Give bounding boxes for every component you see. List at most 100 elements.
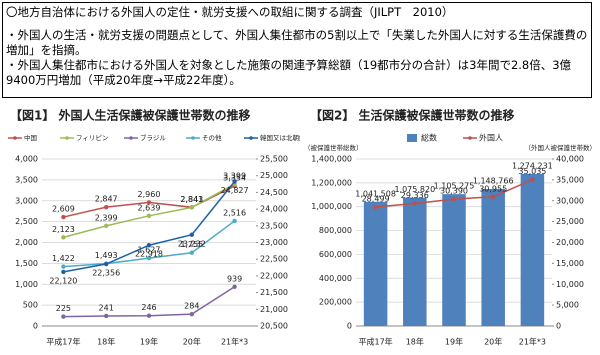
point xyxy=(104,261,109,267)
x-tick-label: 19年 xyxy=(140,337,158,347)
data-label: 284 xyxy=(184,302,199,311)
y-tick-label: 1,200,000 xyxy=(311,178,352,187)
chart-title: 【図1】 外国人生活保護被保護世帯数の推移 xyxy=(10,108,251,123)
data-label: 3,399 xyxy=(223,172,246,181)
header-title: 〇地方自治体における外国人の定住・就労支援への取組に関する調査（JILPT 20… xyxy=(6,5,454,19)
y-tick-label: 500 xyxy=(23,301,38,310)
bar xyxy=(520,174,545,326)
data-label: 939 xyxy=(227,274,242,283)
legend-marker xyxy=(129,136,133,140)
legend-label: 外国人 xyxy=(479,133,503,143)
y-tick-label: 3,000 xyxy=(15,196,38,205)
point xyxy=(146,255,152,261)
y-tick-label: 1,400,000 xyxy=(311,155,352,164)
data-label: 1,041,508 xyxy=(355,189,396,198)
point xyxy=(61,314,66,319)
y-tick-label: 1,000,000 xyxy=(311,202,352,211)
data-label: 30,390 xyxy=(440,187,468,196)
data-label: 2,399 xyxy=(95,213,118,222)
data-label: 1,274,231 xyxy=(512,162,553,171)
data-label: 1,755 xyxy=(180,240,203,249)
x-tick-label: 21年*3 xyxy=(519,337,546,347)
x-tick-label: 19年 xyxy=(445,337,463,347)
legend-marker xyxy=(191,136,195,140)
data-label: 28,499 xyxy=(362,195,390,204)
legend-swatch xyxy=(407,134,417,142)
point xyxy=(530,177,535,182)
legend-label: ブラジル xyxy=(140,133,166,142)
y2-tick-label: 23,500 xyxy=(260,221,288,230)
bullet: ・外国人の生活・就労支援の問題点として、外国人集住都市の5割以上で「失業した外国… xyxy=(6,28,588,57)
point xyxy=(189,311,194,317)
y-tick-label: 1,000 xyxy=(15,280,38,289)
y2-tick-label: 24,500 xyxy=(260,188,288,197)
point xyxy=(104,223,109,229)
header-box: 〇地方自治体における外国人の定住・就労支援への取組に関する調査（JILPT 20… xyxy=(2,2,592,98)
data-label: 2,123 xyxy=(52,225,75,234)
legend-marker xyxy=(249,136,253,140)
point xyxy=(104,204,109,210)
y2-tick-label: 23,000 xyxy=(260,238,288,247)
data-label: 2,516 xyxy=(223,208,246,217)
chart: 【図1】 外国人生活保護被保護世帯数の推移 0 500 1,000 1,500 2,000… xyxy=(8,108,300,347)
legend-label: 総数 xyxy=(421,133,437,143)
data-label: 1,422 xyxy=(52,254,75,263)
x-tick-label: 平成17年 xyxy=(359,337,393,347)
data-label: 2,960 xyxy=(138,190,161,199)
y2-tick-label: 35,000 xyxy=(556,175,584,184)
y2-tick-label: 25,500 xyxy=(260,155,288,164)
data-label: 1,105,275 xyxy=(434,182,475,191)
bullet: ・外国人集住都市における外国人を対象とした施策の関連予算総額（19都市分の合計）… xyxy=(6,58,572,87)
y-tick-label: 0 xyxy=(347,322,352,331)
point xyxy=(232,179,237,184)
point xyxy=(189,205,194,210)
y-tick-label: 4,000 xyxy=(15,155,38,164)
y2-tick-label: 25,000 xyxy=(260,171,288,180)
y-tick-label: 0 xyxy=(33,322,38,331)
legend-label: 韓国又は北朝鮮（右軸） xyxy=(260,133,300,142)
y2-tick-label: 22,500 xyxy=(260,255,288,264)
data-label: 1,148,766 xyxy=(473,176,514,185)
bar xyxy=(363,201,388,326)
point xyxy=(373,204,378,210)
data-label: 241 xyxy=(99,303,114,312)
point xyxy=(61,269,66,275)
point xyxy=(61,235,66,240)
point xyxy=(61,214,66,220)
y-tick-label: 200,000 xyxy=(319,298,352,307)
data-label: 29,336 xyxy=(401,191,429,200)
y-axis-title: （被保護世帯総数） xyxy=(304,143,363,152)
y2-tick-label: 10,000 xyxy=(556,280,584,289)
y-tick-label: 2,000 xyxy=(15,238,38,247)
y2-tick-label: 20,000 xyxy=(556,238,584,247)
bar xyxy=(403,197,427,326)
data-label: 2,639 xyxy=(138,203,161,212)
point xyxy=(146,243,152,248)
y2-tick-label: 21,000 xyxy=(260,305,288,314)
y-tick-label: 2,500 xyxy=(15,217,38,226)
point xyxy=(104,313,109,319)
y-tick-label: 800,000 xyxy=(319,226,352,235)
y2-tick-label: 15,000 xyxy=(556,259,584,268)
data-label: 2,609 xyxy=(52,205,75,214)
x-tick-label: 21年*3 xyxy=(221,337,248,347)
data-label: 35,035 xyxy=(518,167,546,176)
x-tick-label: 平成17年 xyxy=(46,337,80,347)
y2-tick-label: 24,000 xyxy=(260,205,288,214)
bar xyxy=(442,194,466,326)
y2-tick-label: 25,000 xyxy=(556,217,584,226)
legend-label: 中国 xyxy=(24,133,37,142)
data-label: 1,075,820 xyxy=(394,185,435,194)
data-label: 23,232 xyxy=(178,239,206,248)
point xyxy=(61,264,66,269)
data-label: 3,354 xyxy=(223,173,246,182)
data-label: 1,627 xyxy=(138,246,161,255)
data-label: 22,120 xyxy=(49,276,77,285)
chart: 【図2】 生活保護被保護世帯数の推移 （被保護世帯総数） （外国人被保護世帯数） 0 2… xyxy=(304,108,597,347)
y-tick-label: 1,500 xyxy=(15,259,38,268)
y2-axis-title: （外国人被保護世帯数） xyxy=(525,143,597,152)
x-tick-label: 20年 xyxy=(484,337,502,347)
data-label: 2,843 xyxy=(180,195,203,204)
y2-tick-label: 40,000 xyxy=(556,155,584,164)
data-label: 30,955 xyxy=(479,184,507,193)
